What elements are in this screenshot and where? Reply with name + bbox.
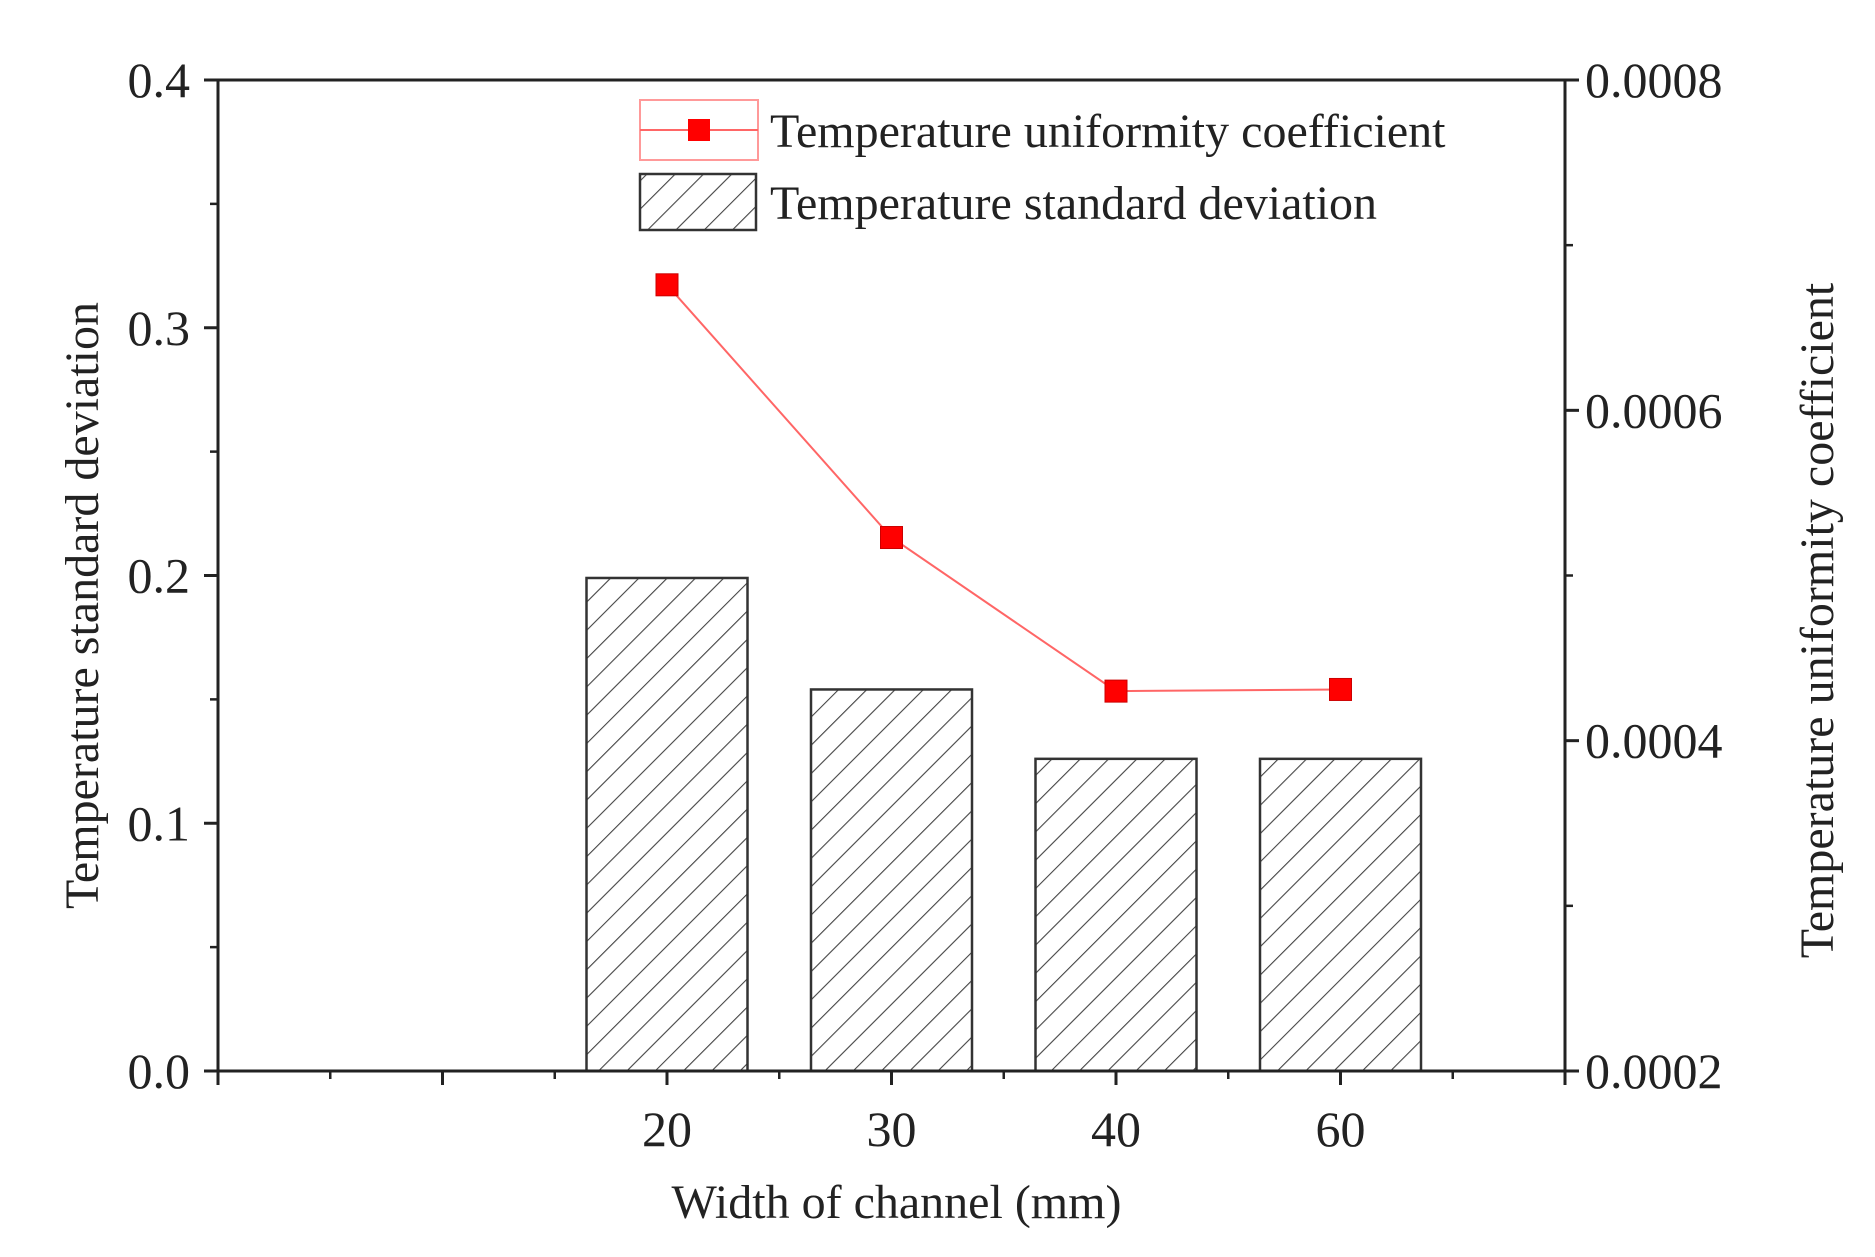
x-tick-label-20: 20 (642, 1101, 692, 1157)
x-tick-label-30: 30 (867, 1101, 917, 1157)
bar-40 (1034, 757, 1198, 1073)
left-axis-title: Temperature standard deviation (56, 302, 109, 909)
left-tick-label: 0.2 (128, 548, 191, 604)
uniformity-point-60 (1329, 677, 1352, 701)
legend-label-std-deviation: Temperature standard deviation (770, 177, 1377, 230)
right-tick-label: 0.0008 (1585, 52, 1723, 108)
x-tick-label-40: 40 (1091, 1101, 1141, 1157)
uniformity-point-30 (880, 526, 903, 550)
right-tick-label: 0.0004 (1585, 713, 1723, 769)
legend-bar-swatch (638, 172, 758, 232)
bar-60 (1258, 757, 1423, 1073)
bar-20 (585, 576, 749, 1073)
left-tick-label: 0.4 (128, 52, 191, 108)
bar-30 (809, 688, 974, 1073)
right-tick-label: 0.0006 (1585, 382, 1723, 438)
legend-line-marker (688, 119, 710, 141)
x-axis-title: Width of channel (mm) (672, 1176, 1122, 1229)
x-tick-label-60: 60 (1316, 1101, 1366, 1157)
left-tick-label: 0.3 (128, 300, 191, 356)
left-tick-label: 0.1 (128, 795, 191, 851)
uniformity-point-20 (655, 273, 679, 297)
left-tick-label: 0.0 (128, 1043, 191, 1099)
uniformity-line (666, 284, 1341, 693)
right-axis-title: Temperature uniformity coefficient (1791, 282, 1844, 958)
right-tick-label: 0.0002 (1585, 1043, 1723, 1099)
uniformity-point-40 (1104, 679, 1128, 703)
legend-label-uniformity: Temperature uniformity coefficient (770, 105, 1446, 158)
